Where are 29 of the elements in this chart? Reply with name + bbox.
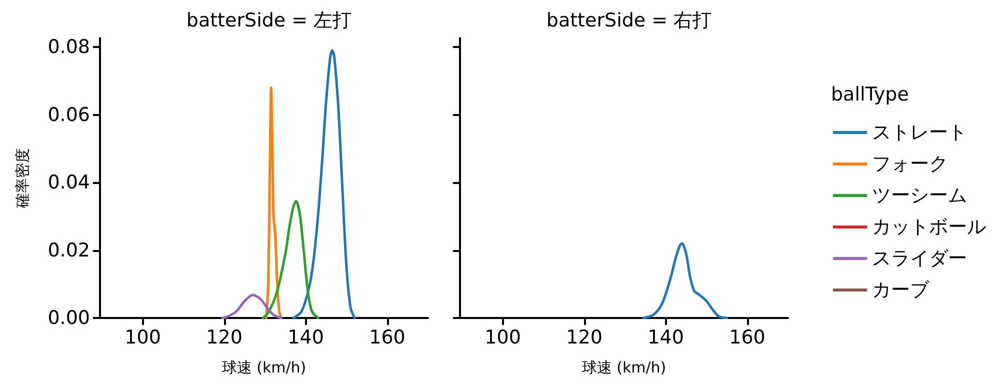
y-tick-label: 0.04: [48, 172, 90, 194]
chart-title: batterSide = 左打: [186, 10, 352, 32]
line-series: [292, 49, 356, 320]
x-tick-label: 140: [648, 326, 684, 348]
chart-title: batterSide = 右打: [546, 10, 712, 32]
legend-title: ballType: [831, 84, 909, 106]
x-axis-title: 球速 (km/h): [582, 358, 666, 376]
y-tick-label: 0.08: [48, 36, 90, 58]
line-series: [264, 86, 283, 320]
legend-label: カットボール: [872, 216, 986, 238]
x-tick-label: 120: [206, 326, 242, 348]
y-tick-label: 0.00: [48, 307, 90, 329]
legend-label: ツーシーム: [872, 184, 967, 206]
y-tick-label: 0.06: [48, 104, 90, 126]
x-tick-label: 160: [369, 326, 406, 348]
y-axis-title: 確率密度: [14, 148, 32, 209]
y-tick-label: 0.02: [48, 239, 90, 262]
x-tick-label: 120: [566, 326, 602, 348]
legend-label: スライダー: [872, 248, 967, 270]
x-tick-label: 100: [124, 326, 161, 348]
legend-label: ストレート: [872, 122, 967, 144]
legend-label: フォーク: [872, 153, 948, 175]
x-tick-label: 100: [484, 326, 521, 348]
x-axis-title: 球速 (km/h): [222, 358, 306, 376]
legend-label: カーブ: [872, 279, 930, 301]
line-series: [262, 200, 320, 320]
line-series: [221, 294, 283, 320]
x-tick-label: 140: [288, 326, 324, 348]
x-tick-label: 160: [729, 326, 766, 348]
